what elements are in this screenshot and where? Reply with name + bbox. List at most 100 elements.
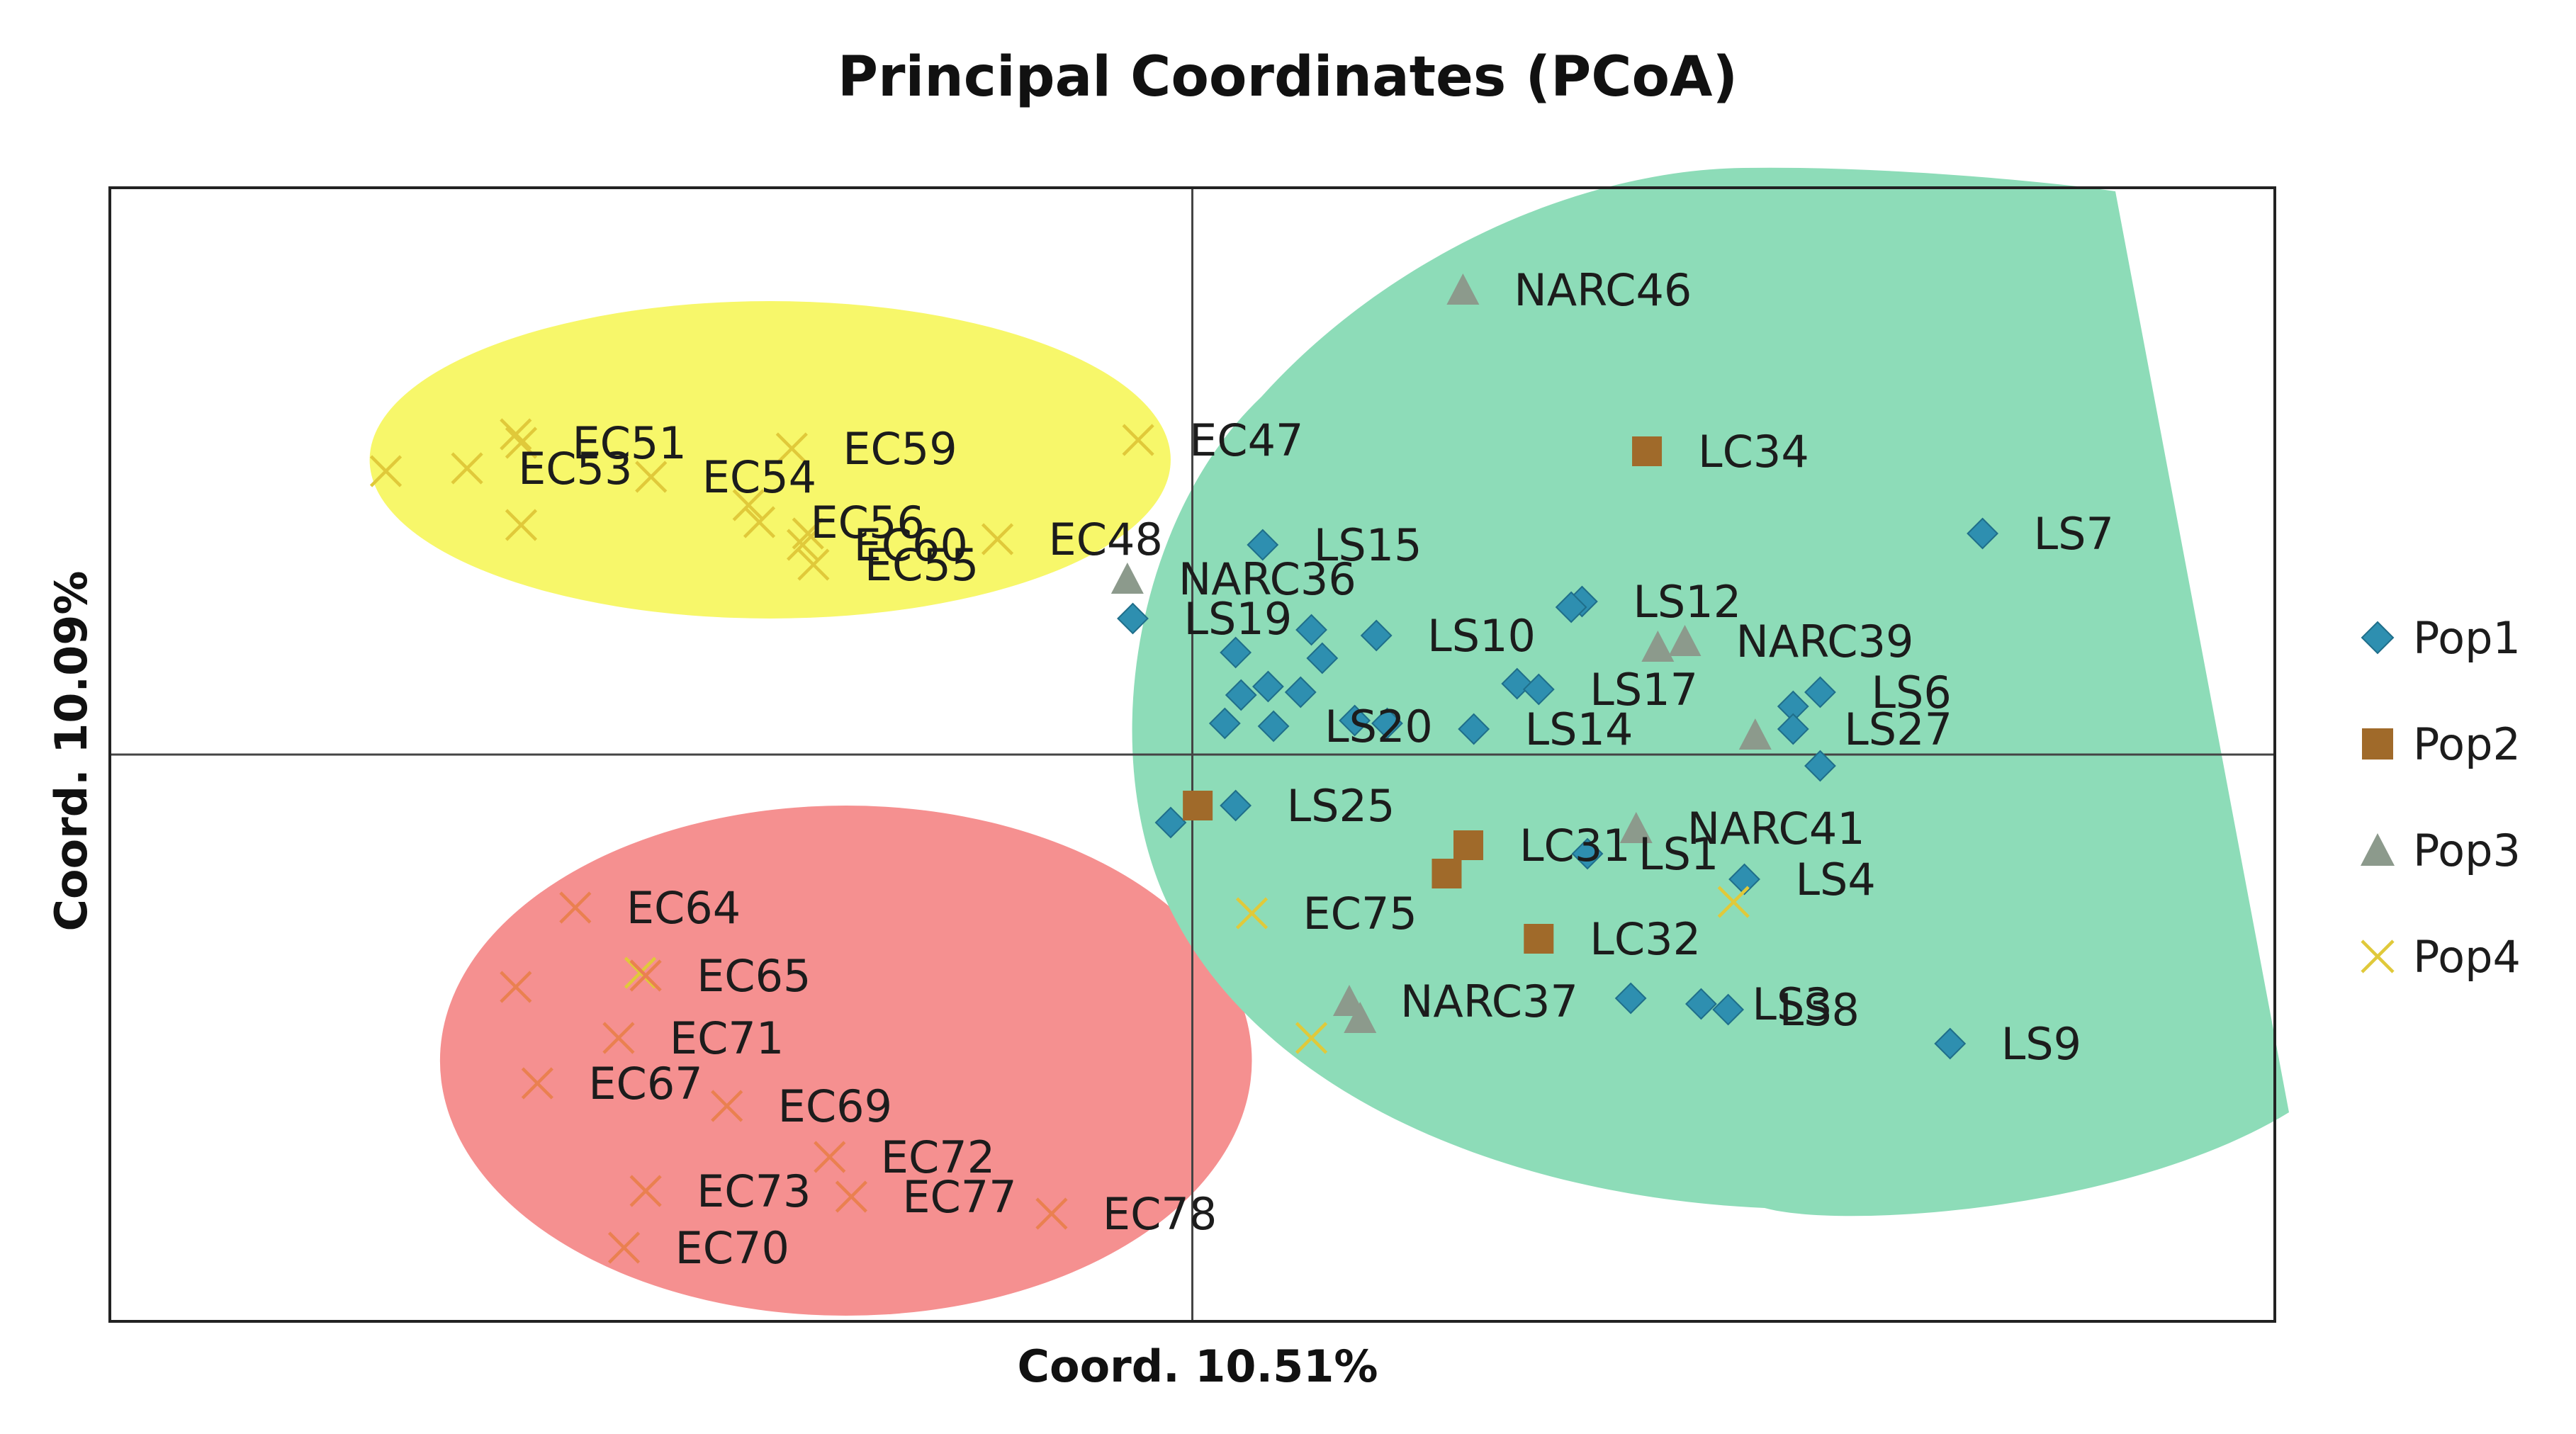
point-label: LS6: [1871, 667, 1951, 718]
point-label: NARC36: [1179, 553, 1356, 605]
point-label: EC65: [697, 950, 811, 1002]
pop1-point: [1225, 679, 1257, 711]
point-label: EC64: [626, 882, 741, 934]
pop4-point: [1235, 897, 1269, 930]
pop1-point: [1728, 863, 1760, 896]
point-label: EC53: [518, 443, 632, 495]
legend-pop3-label: Pop3: [2413, 825, 2521, 876]
point-label: LS10: [1427, 610, 1536, 662]
pop4-point: [500, 971, 532, 1003]
point-label: LS1: [1638, 828, 1719, 880]
pop3-point: [1344, 1002, 1377, 1033]
data-points: [369, 273, 1998, 1264]
pop1-point: [1339, 704, 1371, 737]
pop4-point: [835, 1180, 867, 1213]
point-label: EC59: [843, 423, 957, 475]
pop4-point: [602, 1022, 635, 1054]
point-label: NARC39: [1736, 616, 1914, 667]
point-label: LS25: [1287, 780, 1395, 832]
pop2-point: [1183, 791, 1213, 820]
point-label: EC48: [1049, 514, 1163, 565]
pop4-point: [981, 523, 1014, 555]
pop4-point: [814, 1141, 846, 1173]
point-label: LS9: [2001, 1018, 2081, 1070]
pop4-point: [743, 506, 776, 538]
pop3-point: [1619, 812, 1653, 843]
pop2-point: [1432, 859, 1462, 888]
legend-pop3-marker: [2361, 833, 2395, 866]
point-label: EC54: [702, 451, 816, 503]
pop4-point: [451, 452, 483, 485]
pop1-point: [1458, 713, 1490, 745]
point-label: NARC37: [1400, 976, 1578, 1027]
pop4-point: [505, 427, 538, 459]
pop4-point: [629, 959, 662, 992]
point-label: EC51: [572, 417, 686, 469]
legend: Pop1 Pop2 Pop3 Pop4: [2361, 612, 2521, 983]
pop4-point: [787, 529, 819, 561]
point-label: NARC46: [1514, 264, 1692, 316]
point-label: EC75: [1303, 888, 1417, 939]
point-label: LS7: [2034, 508, 2114, 560]
legend-pop2-marker: [2362, 728, 2393, 760]
pop1-point: [1220, 789, 1252, 822]
zero-lines: [110, 188, 2275, 1321]
point-label: LC31: [1519, 820, 1631, 871]
pop4-point: [1122, 424, 1154, 456]
pop4-point: [1717, 886, 1750, 918]
point-label: LS27: [1844, 704, 1952, 755]
point-label: EC73: [697, 1165, 811, 1217]
pop1-point: [1371, 707, 1403, 740]
legend-pop1-marker: [2361, 621, 2395, 655]
pop1-point: [1614, 982, 1647, 1015]
point-label: EC56: [811, 497, 925, 548]
point-label: EC60: [854, 519, 968, 571]
point-label: EC71: [670, 1012, 784, 1064]
pop1-point: [1220, 636, 1252, 669]
point-label: EC67: [588, 1058, 702, 1110]
pop1-point: [1685, 988, 1717, 1020]
pop1-point: [1967, 517, 1998, 550]
point-label: LS19: [1183, 593, 1292, 645]
pop1-point: [1777, 713, 1809, 745]
pop1-point: [1208, 707, 1241, 740]
legend-pop4-label: Pop4: [2413, 931, 2521, 983]
point-label: EC69: [778, 1080, 892, 1132]
green-cluster-region: [1132, 167, 2289, 1216]
pop1-point: [1804, 750, 1836, 782]
point-label: LS8: [1779, 984, 1860, 1036]
point-label: EC72: [881, 1131, 995, 1183]
legend-pop1-label: Pop1: [2413, 612, 2521, 664]
pop1-point: [1284, 676, 1317, 708]
legend-pop2-label: Pop2: [2413, 718, 2521, 770]
point-label: LS4: [1796, 854, 1876, 905]
pop3-point: [1738, 718, 1772, 750]
pop3-point: [1641, 631, 1675, 662]
chart-title: Principal Coordinates (PCoA): [838, 45, 1738, 109]
pop4-point: [797, 548, 830, 581]
pop1-point: [1522, 673, 1555, 706]
pop4-point: [521, 1067, 553, 1100]
pop1-point: [1257, 710, 1290, 743]
pop4-point: [1295, 1022, 1328, 1054]
point-label: EC77: [902, 1171, 1016, 1223]
point-label: LS14: [1525, 704, 1633, 755]
y-axis-label: Coord. 10.09%: [45, 570, 97, 931]
pop4-point: [505, 509, 538, 541]
pop1-point: [1571, 837, 1604, 870]
yellow-cluster-region: [369, 301, 1171, 619]
pop4-point: [1035, 1197, 1068, 1230]
pop4-point: [711, 1090, 743, 1122]
pop2-point: [1524, 924, 1554, 954]
pop4-point: [732, 489, 765, 521]
point-label: EC70: [675, 1222, 789, 1274]
point-label: LS3: [1752, 978, 1832, 1030]
pop1-point: [1712, 993, 1745, 1026]
point-label: EC78: [1103, 1188, 1217, 1240]
pop1-point: [1501, 667, 1534, 700]
point-label: EC55: [865, 539, 979, 591]
pop2-point: [1453, 830, 1484, 860]
point-label: LS17: [1590, 664, 1698, 716]
